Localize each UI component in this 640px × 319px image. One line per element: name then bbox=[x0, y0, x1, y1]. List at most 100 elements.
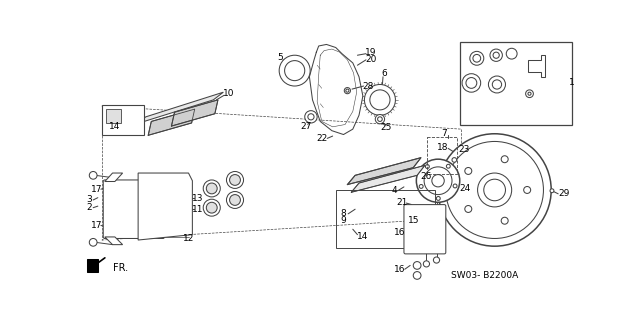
Circle shape bbox=[230, 174, 241, 185]
Text: 16: 16 bbox=[394, 265, 406, 274]
Circle shape bbox=[506, 48, 517, 59]
Text: 3: 3 bbox=[86, 196, 92, 204]
Circle shape bbox=[488, 76, 506, 93]
Text: 20: 20 bbox=[365, 55, 376, 63]
Circle shape bbox=[438, 134, 551, 246]
Circle shape bbox=[487, 182, 502, 198]
Text: 18: 18 bbox=[437, 143, 449, 152]
Circle shape bbox=[227, 172, 244, 189]
Circle shape bbox=[147, 189, 162, 204]
Text: 16: 16 bbox=[394, 228, 406, 237]
Circle shape bbox=[375, 115, 385, 124]
Circle shape bbox=[305, 111, 317, 123]
Circle shape bbox=[364, 85, 396, 115]
Circle shape bbox=[90, 239, 97, 246]
Circle shape bbox=[470, 51, 484, 65]
Text: 14: 14 bbox=[109, 122, 120, 131]
Text: 13: 13 bbox=[192, 194, 204, 203]
Circle shape bbox=[452, 158, 457, 162]
Text: 19: 19 bbox=[365, 48, 376, 57]
Circle shape bbox=[308, 114, 314, 120]
Polygon shape bbox=[348, 158, 421, 185]
Text: 1: 1 bbox=[569, 78, 575, 87]
FancyBboxPatch shape bbox=[404, 204, 446, 254]
Polygon shape bbox=[105, 237, 123, 245]
Text: 10: 10 bbox=[223, 89, 234, 98]
Circle shape bbox=[433, 257, 440, 263]
Text: FR.: FR. bbox=[113, 263, 128, 273]
Circle shape bbox=[426, 165, 429, 168]
Polygon shape bbox=[138, 173, 193, 240]
Circle shape bbox=[465, 205, 472, 212]
Circle shape bbox=[168, 195, 178, 204]
Circle shape bbox=[90, 172, 97, 179]
Circle shape bbox=[230, 195, 241, 205]
Text: SW03- B2200A: SW03- B2200A bbox=[451, 271, 518, 280]
Polygon shape bbox=[528, 55, 545, 77]
Text: 9: 9 bbox=[340, 216, 346, 225]
Bar bbox=[336, 190, 435, 248]
Circle shape bbox=[550, 189, 554, 193]
Circle shape bbox=[423, 261, 429, 267]
Circle shape bbox=[204, 199, 220, 216]
Circle shape bbox=[466, 78, 477, 88]
Circle shape bbox=[378, 117, 382, 122]
Polygon shape bbox=[172, 100, 218, 126]
Text: 21: 21 bbox=[396, 198, 407, 207]
Circle shape bbox=[446, 141, 543, 239]
Circle shape bbox=[492, 80, 502, 89]
Bar bbox=[102, 105, 145, 135]
Circle shape bbox=[453, 184, 457, 188]
Bar bbox=[87, 259, 98, 271]
Circle shape bbox=[432, 174, 444, 187]
Circle shape bbox=[477, 173, 511, 207]
Circle shape bbox=[493, 52, 499, 58]
Text: 17: 17 bbox=[92, 221, 103, 230]
Circle shape bbox=[344, 87, 351, 94]
Circle shape bbox=[484, 179, 506, 201]
Text: 17: 17 bbox=[92, 185, 103, 194]
Circle shape bbox=[524, 187, 531, 193]
Circle shape bbox=[462, 74, 481, 92]
FancyBboxPatch shape bbox=[103, 180, 164, 239]
Circle shape bbox=[204, 180, 220, 197]
Circle shape bbox=[436, 197, 440, 200]
Text: 28: 28 bbox=[363, 82, 374, 91]
Circle shape bbox=[465, 167, 472, 174]
Polygon shape bbox=[148, 109, 195, 135]
Circle shape bbox=[165, 213, 180, 228]
Bar bbox=[428, 137, 457, 174]
Text: 8: 8 bbox=[340, 209, 346, 218]
Circle shape bbox=[417, 159, 460, 202]
Circle shape bbox=[285, 61, 305, 81]
Circle shape bbox=[424, 167, 452, 195]
Text: 24: 24 bbox=[460, 184, 471, 193]
Text: 22: 22 bbox=[316, 134, 328, 143]
Text: 15: 15 bbox=[408, 216, 419, 225]
Polygon shape bbox=[105, 173, 123, 182]
Circle shape bbox=[501, 156, 508, 163]
Circle shape bbox=[206, 202, 217, 213]
Text: 6: 6 bbox=[381, 69, 387, 78]
Text: 26: 26 bbox=[420, 172, 432, 182]
Text: 14: 14 bbox=[357, 233, 369, 241]
Circle shape bbox=[279, 55, 310, 86]
Bar bbox=[106, 109, 121, 123]
Circle shape bbox=[413, 262, 421, 269]
Circle shape bbox=[370, 90, 390, 110]
Text: 5: 5 bbox=[277, 53, 283, 62]
Text: 23: 23 bbox=[458, 145, 469, 154]
Text: 4: 4 bbox=[391, 186, 397, 195]
Text: 7: 7 bbox=[442, 129, 447, 138]
Polygon shape bbox=[134, 92, 223, 124]
Circle shape bbox=[346, 89, 349, 92]
Circle shape bbox=[168, 216, 178, 226]
Circle shape bbox=[419, 184, 423, 188]
Circle shape bbox=[165, 192, 180, 208]
Circle shape bbox=[501, 217, 508, 224]
Text: 27: 27 bbox=[301, 122, 312, 131]
Circle shape bbox=[413, 271, 421, 279]
Polygon shape bbox=[351, 165, 425, 192]
Circle shape bbox=[473, 55, 481, 62]
Circle shape bbox=[150, 212, 159, 221]
